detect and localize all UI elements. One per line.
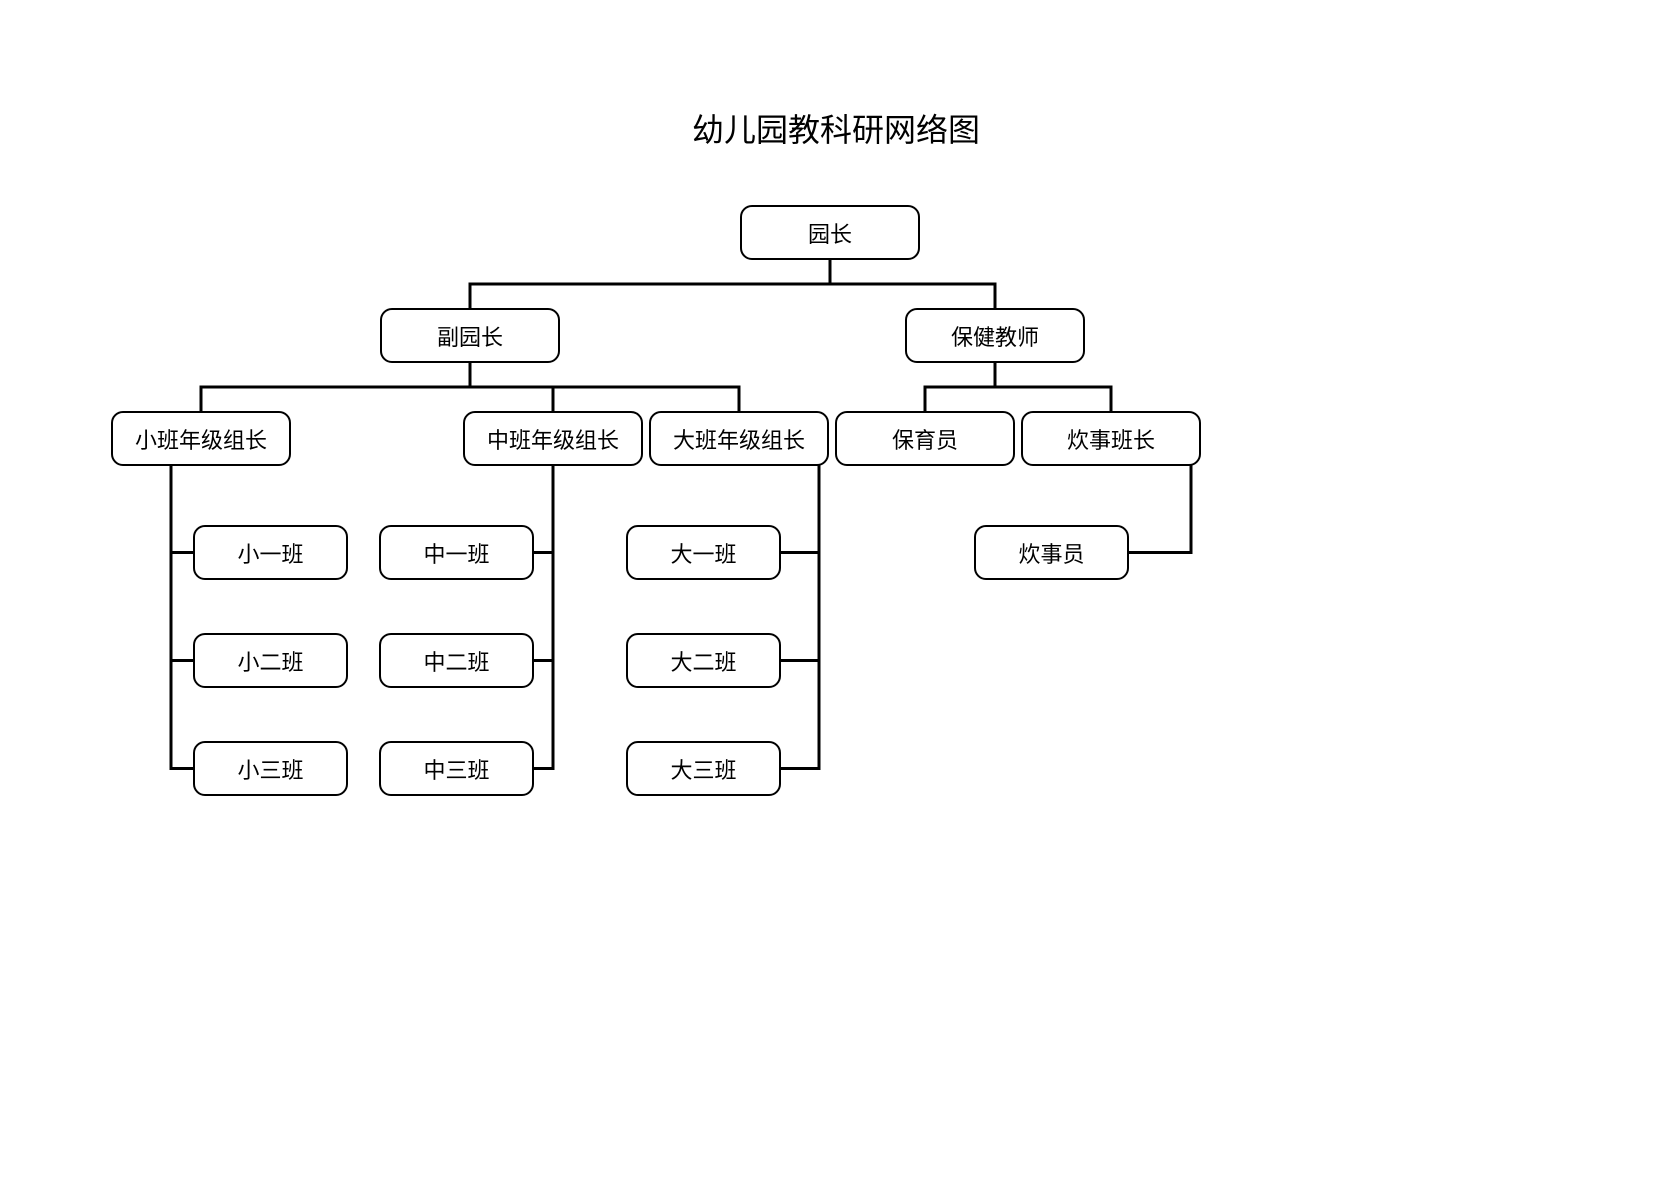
- org-node-label: 保育员: [892, 423, 958, 455]
- org-node-xiao1: 小一班: [193, 525, 348, 580]
- chart-title: 幼儿园教科研网络图: [0, 105, 1672, 151]
- org-node-label: 小二班: [237, 645, 303, 677]
- org-node-label: 中二班: [423, 645, 489, 677]
- org-node-label: 大班年级组长: [673, 423, 805, 455]
- org-chart-canvas: 幼儿园教科研网络图 园长副园长 保健教师小班年级组长 中班年级组长 大班年级组长 保育员…: [0, 0, 1672, 1183]
- org-node-label: 中一班: [423, 537, 489, 569]
- org-node-xiao2: 小二班: [193, 633, 348, 688]
- edges-layer: [0, 0, 1672, 1183]
- org-node-da2: 大二班: [626, 633, 781, 688]
- org-node-label: 保健教师: [951, 320, 1039, 352]
- org-node-zhong3: 中三班: [379, 741, 534, 796]
- org-node-label: 炊事员: [1018, 537, 1084, 569]
- org-node-health_teacher: 保健教师: [905, 308, 1085, 363]
- org-node-label: 中班年级组长: [487, 423, 619, 455]
- org-node-label: 副园长: [437, 320, 503, 352]
- org-node-da_leader: 大班年级组长: [649, 411, 829, 466]
- org-node-label: 小三班: [237, 753, 303, 785]
- org-node-da1: 大一班: [626, 525, 781, 580]
- org-node-zhong2: 中二班: [379, 633, 534, 688]
- org-node-label: 小班年级组长: [135, 423, 267, 455]
- org-node-label: 小一班: [237, 537, 303, 569]
- org-node-vice_principal: 副园长: [380, 308, 560, 363]
- org-node-zhong1: 中一班: [379, 525, 534, 580]
- org-node-label: 大一班: [670, 537, 736, 569]
- org-node-nursery_staff: 保育员: [835, 411, 1015, 466]
- org-node-cook_leader: 炊事班长: [1021, 411, 1201, 466]
- org-node-label: 大三班: [670, 753, 736, 785]
- org-node-principal: 园长: [740, 205, 920, 260]
- org-node-xiao_leader: 小班年级组长: [111, 411, 291, 466]
- org-node-label: 中三班: [423, 753, 489, 785]
- org-node-label: 炊事班长: [1067, 423, 1155, 455]
- org-node-cook_staff: 炊事员: [974, 525, 1129, 580]
- org-node-label: 园长: [808, 217, 852, 249]
- org-node-label: 大二班: [670, 645, 736, 677]
- org-node-xiao3: 小三班: [193, 741, 348, 796]
- org-node-zhong_leader: 中班年级组长: [463, 411, 643, 466]
- org-node-da3: 大三班: [626, 741, 781, 796]
